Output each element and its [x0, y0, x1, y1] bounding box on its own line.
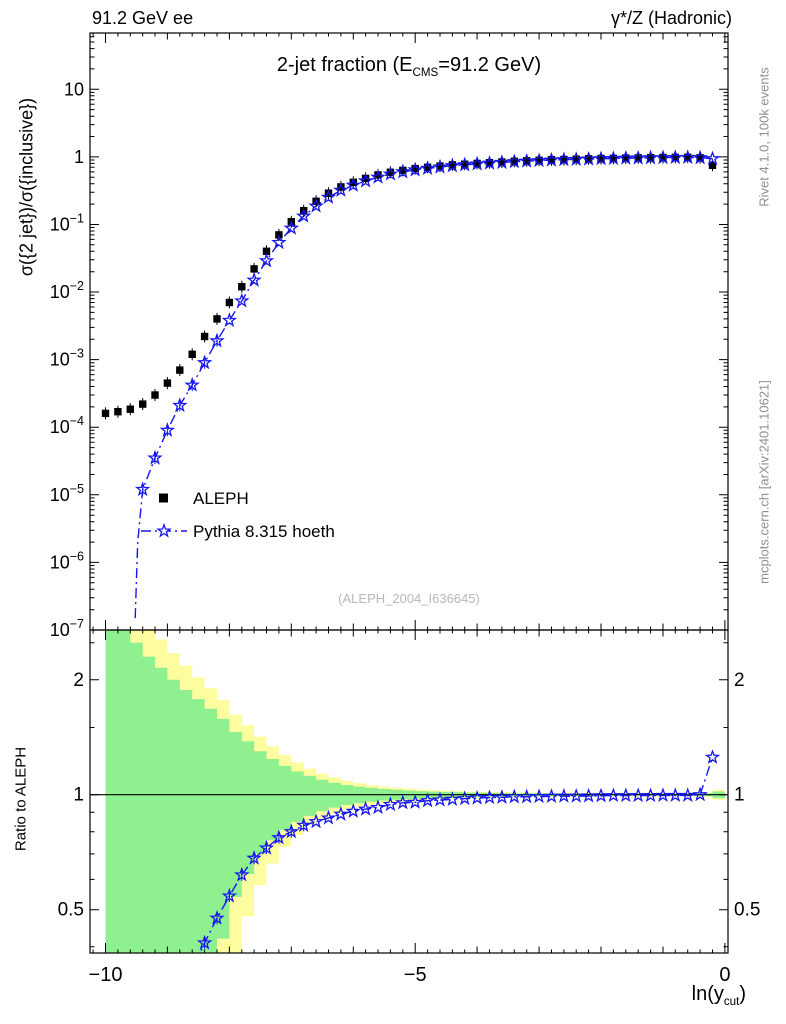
ratio-frame	[89, 629, 729, 954]
svg-text:10−6: 10−6	[50, 549, 84, 572]
svg-text:2: 2	[734, 670, 745, 691]
pythia-stars-main	[134, 149, 721, 497]
aleph-error-bars	[105, 151, 713, 420]
svg-text:0.5: 0.5	[58, 900, 84, 921]
legend-label-aleph: ALEPH	[193, 489, 249, 508]
axis-ticks	[90, 33, 728, 953]
svg-text:10−4: 10−4	[50, 414, 84, 437]
svg-text:0.5: 0.5	[734, 900, 760, 921]
x-tick-labels: −10 −5 0	[89, 964, 731, 986]
legend-marker-aleph	[159, 493, 168, 503]
svg-text:1: 1	[734, 785, 745, 806]
svg-text:10−1: 10−1	[50, 212, 84, 235]
svg-text:10−5: 10−5	[50, 482, 84, 505]
pythia-ratio-stars	[196, 749, 721, 950]
ratio-uncertainty-bands	[105, 630, 725, 953]
svg-text:1: 1	[73, 785, 84, 806]
aleph-points	[101, 153, 717, 418]
svg-text:10−3: 10−3	[50, 347, 84, 370]
pythia-ratio-curve	[198, 757, 714, 953]
svg-text:10−2: 10−2	[50, 279, 84, 302]
svg-text:10: 10	[64, 79, 84, 99]
svg-text:2: 2	[73, 670, 84, 691]
svg-text:−5: −5	[404, 964, 427, 986]
svg-text:10−7: 10−7	[50, 617, 84, 640]
pythia-ratio-error-bars	[204, 819, 305, 949]
legend-marker-pythia-star	[156, 522, 172, 538]
main-frame	[89, 32, 729, 631]
legend: ALEPH Pythia 8.315 hoeth	[141, 489, 335, 541]
svg-text:0: 0	[719, 964, 730, 986]
svg-text:−10: −10	[89, 964, 123, 986]
pythia-curve-main	[134, 156, 713, 619]
svg-text:1: 1	[74, 147, 84, 167]
uncertainty-band-inner	[105, 630, 725, 953]
legend-label-pythia: Pythia 8.315 hoeth	[193, 522, 335, 541]
ratio-tick-labels: 0.5 0.5 1 1 2 2	[58, 670, 761, 921]
pythia-error-bars-main	[142, 334, 218, 496]
y-main-tick-labels: 10 1 10−1 10−2 10−3 10−4 10−5 10−6 10−7	[50, 79, 84, 640]
